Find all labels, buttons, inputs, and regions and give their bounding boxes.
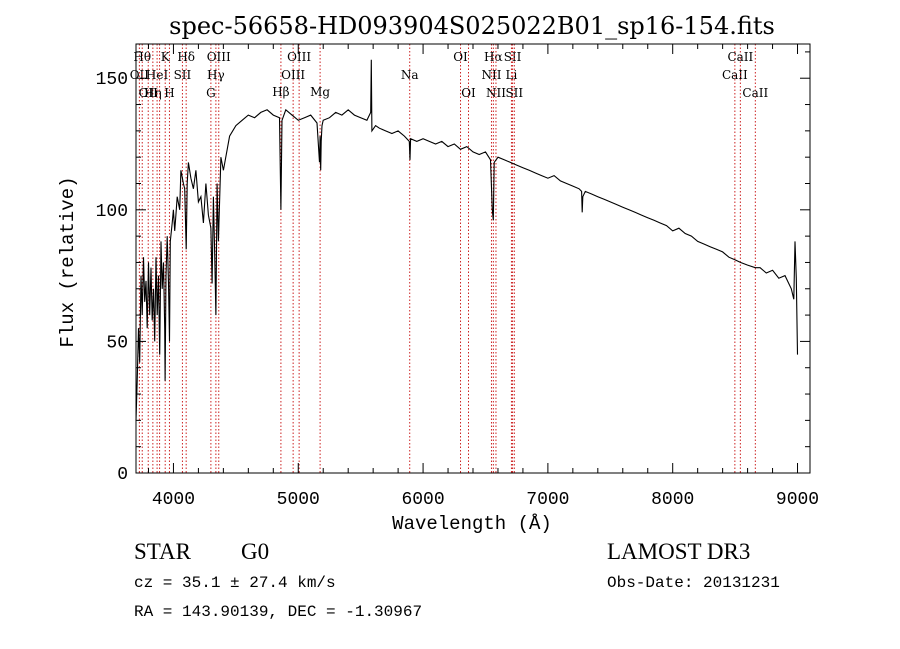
chart-title: spec-56658-HD093904S025022B01_sp16-154.f…	[169, 12, 775, 40]
x-axis-label: Wavelength (Å)	[392, 513, 552, 535]
coordinates-readout: RA = 143.90139, DEC = -1.30967	[134, 603, 423, 621]
line-label-9: Hδ	[177, 50, 195, 64]
y-axis-label: Flux (relative)	[57, 176, 79, 347]
x-tick-label-3: 7000	[526, 490, 569, 510]
object-subclass: G0	[241, 539, 270, 564]
x-tick-label-0: 4000	[152, 490, 195, 510]
line-label-20: NII	[481, 68, 501, 82]
line-label-17: Na	[401, 68, 419, 82]
object-class: STAR	[134, 539, 191, 564]
x-tick-label-2: 6000	[401, 490, 444, 510]
x-axis-ticks: 4000 5000 6000 7000 8000 9000	[147, 44, 819, 510]
y-tick-label-0: 0	[117, 465, 128, 485]
x-tick-label-1: 5000	[277, 490, 320, 510]
line-label-27: CaII	[727, 50, 753, 64]
x-tick-label-5: 9000	[776, 490, 819, 510]
line-label-19: OI	[461, 86, 476, 100]
line-label-25: SII	[505, 86, 523, 100]
spectral-line-markers: OIIHθOIIHηHeIKHSIIHδGHγOIIIHβOIIIOIIIMgN…	[130, 44, 768, 473]
line-label-4: HeI	[146, 68, 169, 82]
y-axis-ticks: 0 50 100 150	[96, 51, 810, 485]
line-label-6: K	[161, 50, 171, 64]
line-label-10: G	[206, 86, 216, 100]
line-label-16: Mg	[310, 85, 330, 99]
x-tick-label-4: 8000	[651, 490, 694, 510]
spectrum-series-line	[135, 59, 799, 421]
line-label-8: SII	[174, 68, 192, 82]
y-tick-label-2: 100	[96, 202, 128, 222]
survey-name: LAMOST DR3	[607, 539, 751, 564]
line-label-15: OIII	[287, 50, 311, 64]
observation-date: Obs-Date: 20131231	[607, 574, 780, 592]
line-label-1: Hθ	[133, 50, 151, 64]
line-label-24: SII	[504, 50, 522, 64]
line-label-13: Hβ	[272, 85, 289, 99]
line-label-28: CaII	[742, 86, 768, 100]
y-tick-label-1: 50	[106, 333, 128, 353]
line-label-22: NII	[486, 86, 506, 100]
line-label-11: Hγ	[207, 68, 225, 82]
redshift-readout: cz = 35.1 ± 27.4 km/s	[134, 574, 336, 592]
line-label-26: CaII	[722, 68, 748, 82]
plot-frame	[135, 43, 811, 474]
line-label-3: Hη	[144, 86, 162, 100]
line-label-7: H	[164, 86, 174, 100]
y-tick-label-3: 150	[96, 70, 128, 90]
line-label-23: Li	[506, 68, 518, 82]
line-label-18: OI	[453, 50, 468, 64]
line-label-12: OIII	[207, 50, 231, 64]
line-label-14: OIII	[281, 68, 305, 82]
line-label-21: Hα	[484, 50, 503, 64]
